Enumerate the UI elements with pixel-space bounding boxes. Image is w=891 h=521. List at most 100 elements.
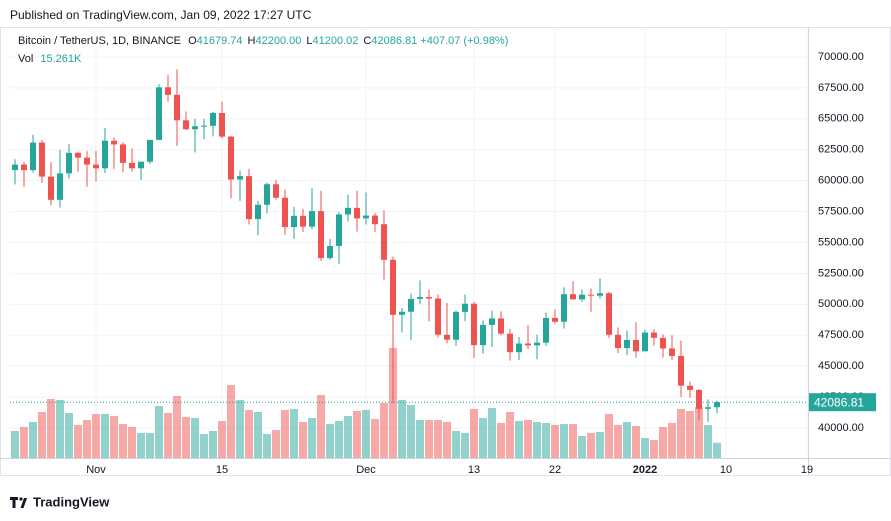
volume-bar: [515, 421, 523, 458]
volume-bar: [299, 422, 307, 458]
y-tick-label: 57500.00: [818, 205, 864, 217]
volume-value: 15.261K: [40, 53, 82, 65]
candle-body: [705, 407, 711, 409]
volume-bar: [353, 411, 361, 458]
volume-bar: [650, 440, 658, 458]
candle-body: [183, 120, 189, 130]
volume-bar: [479, 418, 487, 458]
volume-bar: [488, 408, 496, 458]
volume-bar: [182, 417, 190, 458]
candle-body: [624, 339, 630, 349]
legend-key: L: [306, 35, 313, 47]
volume-bar: [83, 420, 91, 458]
candle-body: [138, 161, 144, 169]
candle-body: [363, 215, 369, 219]
volume-bar: [362, 410, 370, 458]
candle-body: [273, 184, 279, 198]
candle-body: [669, 348, 675, 356]
legend-key: H: [247, 35, 256, 47]
candle-body: [453, 311, 459, 340]
x-tick-label: 19: [801, 464, 813, 476]
candle-body: [597, 293, 603, 296]
candle-body: [552, 317, 558, 322]
candle-body: [12, 164, 18, 171]
volume-name: Vol: [18, 53, 34, 65]
volume-bar: [560, 424, 568, 458]
volume-bar: [497, 423, 505, 458]
candle-body: [534, 342, 540, 346]
candle-body: [471, 303, 477, 346]
candle-body: [255, 204, 261, 220]
volume-bar: [290, 409, 298, 458]
x-tick-label: 22: [549, 464, 561, 476]
volume-bar: [335, 421, 343, 458]
x-tick-label: 10: [720, 464, 732, 476]
volume-bar: [29, 422, 37, 458]
volume-bar: [164, 413, 172, 458]
candle-body: [93, 164, 99, 169]
legend-title: Bitcoin / TetherUS, 1D, BINANCE: [18, 35, 182, 47]
candle-body: [327, 245, 333, 259]
volume-bar: [317, 395, 325, 458]
volume-bar: [677, 409, 685, 458]
candle-body: [39, 142, 45, 177]
candle-body: [651, 332, 657, 338]
legend-key: O: [188, 35, 197, 47]
y-tick-label: 62500.00: [818, 144, 864, 156]
candle-body: [21, 164, 27, 171]
y-tick-label: 70000.00: [818, 51, 864, 63]
x-tick-label: 2022: [633, 464, 657, 476]
candle-body: [570, 294, 576, 300]
y-tick-label: 40000.00: [818, 422, 864, 434]
last-price-box: [809, 393, 876, 412]
candle-body: [57, 173, 63, 200]
volume-bar: [569, 424, 577, 458]
volume-bar: [506, 412, 514, 458]
volume-bar: [533, 422, 541, 458]
candle-body: [300, 215, 306, 227]
legend-value: 41679.74: [196, 35, 243, 47]
volume-bar: [641, 438, 649, 458]
volume-legend: Vol 15.261K: [18, 53, 81, 65]
volume-bar: [632, 426, 640, 458]
volume-bar: [596, 432, 604, 458]
candle-body: [120, 144, 126, 163]
volume-bar: [47, 399, 55, 458]
x-tick-label: 15: [216, 464, 228, 476]
volume-bar: [407, 405, 415, 458]
candle-body: [246, 176, 252, 220]
candle-body: [687, 385, 693, 390]
volume-bar: [11, 431, 19, 458]
candle-body: [147, 139, 153, 162]
volume-bar: [236, 400, 244, 458]
volume-bar: [713, 442, 721, 458]
volume-bar: [326, 424, 334, 458]
volume-bar: [74, 425, 82, 458]
y-tick-label: 47500.00: [818, 329, 864, 341]
candle-body: [525, 343, 531, 346]
volume-bar: [605, 414, 613, 458]
candle-body: [633, 339, 639, 352]
candle-body: [201, 125, 207, 127]
last-price-label: 42086.81: [814, 395, 864, 409]
candle-body: [507, 333, 513, 353]
x-tick-label: Nov: [86, 464, 106, 476]
volume-bar: [263, 434, 271, 458]
candle-body: [219, 113, 225, 137]
candle-body: [417, 297, 423, 299]
y-tick-label: 67500.00: [818, 82, 864, 94]
candle-body: [444, 334, 450, 340]
candle-body: [543, 317, 549, 343]
volume-bar: [578, 436, 586, 458]
volume-bar: [200, 434, 208, 458]
y-tick-label: 45000.00: [818, 360, 864, 372]
candle-body: [228, 136, 234, 180]
volume-bar: [155, 406, 163, 458]
candle-body: [264, 184, 270, 205]
volume-bar: [623, 422, 631, 458]
volume-bar: [470, 409, 478, 458]
candle-body: [435, 298, 441, 335]
candle-body: [426, 297, 432, 299]
candle-body: [615, 334, 621, 349]
candle-body: [408, 298, 414, 312]
